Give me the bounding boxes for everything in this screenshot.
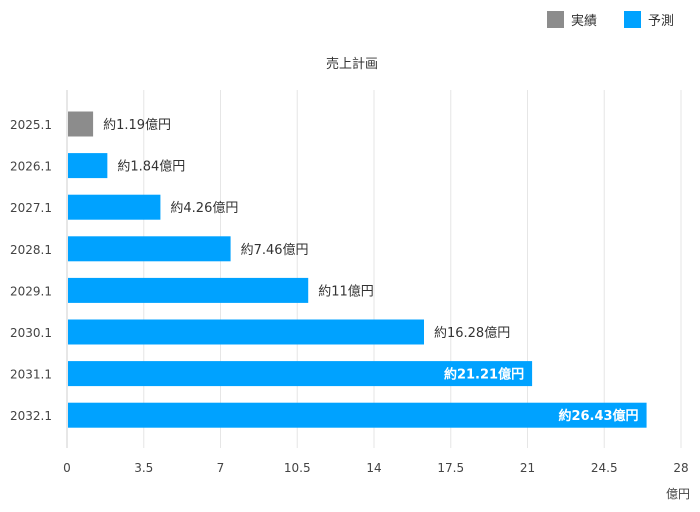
x-tick-label: 17.5	[437, 461, 464, 475]
x-tick-label: 14	[366, 461, 381, 475]
category-label: 2031.1	[10, 368, 52, 382]
bar	[68, 153, 108, 179]
category-label: 2030.1	[10, 326, 52, 340]
x-tick-label: 21	[520, 461, 535, 475]
category-label: 2029.1	[10, 284, 52, 298]
legend: 実績 予測	[547, 11, 674, 29]
category-label: 2027.1	[10, 201, 52, 215]
bar	[68, 194, 161, 220]
x-axis-unit-label: 億円	[666, 487, 690, 501]
x-tick-label: 28	[673, 461, 688, 475]
category-labels: 2025.1 2026.1 2027.1 2028.1 2029.1 2030.1 2031…	[10, 118, 52, 423]
bar-value-label: 約1.19億円	[103, 117, 171, 133]
bar	[68, 361, 533, 387]
bar-value-label: 約21.21億円	[444, 367, 524, 383]
legend-swatch-forecast	[624, 11, 641, 28]
gridlines	[66, 90, 682, 448]
bar-labels: 約1.19億円約1.84億円約4.26億円約7.46億円約11億円約16.28億…	[103, 117, 638, 424]
legend-label-actual: 実績	[571, 13, 597, 29]
bar-value-label: 約7.46億円	[241, 242, 309, 258]
bar	[68, 111, 94, 137]
x-tick-label: 0	[63, 461, 71, 475]
x-tick-label: 7	[217, 461, 225, 475]
x-tick-label: 10.5	[284, 461, 311, 475]
x-tick-labels: 0 3.5 7 10.5 14 17.5 21 24.5 28	[63, 461, 688, 475]
bar	[68, 319, 424, 345]
bar	[68, 402, 647, 428]
category-label: 2026.1	[10, 160, 52, 174]
bar-value-label: 約16.28億円	[434, 325, 510, 341]
chart-title: 売上計画	[326, 56, 378, 72]
bar-value-label: 約11億円	[318, 283, 374, 299]
x-tick-label: 3.5	[134, 461, 153, 475]
category-label: 2032.1	[10, 409, 52, 423]
bar	[68, 277, 309, 303]
bar-value-label: 約1.84億円	[117, 159, 185, 175]
x-tick-label: 24.5	[591, 461, 618, 475]
bar	[68, 236, 231, 262]
category-label: 2028.1	[10, 243, 52, 257]
bar-value-label: 約26.43億円	[558, 408, 638, 424]
bars	[68, 111, 647, 428]
bar-value-label: 約4.26億円	[170, 200, 238, 216]
legend-label-forecast: 予測	[648, 14, 674, 29]
legend-swatch-actual	[547, 11, 564, 28]
category-label: 2025.1	[10, 118, 52, 132]
